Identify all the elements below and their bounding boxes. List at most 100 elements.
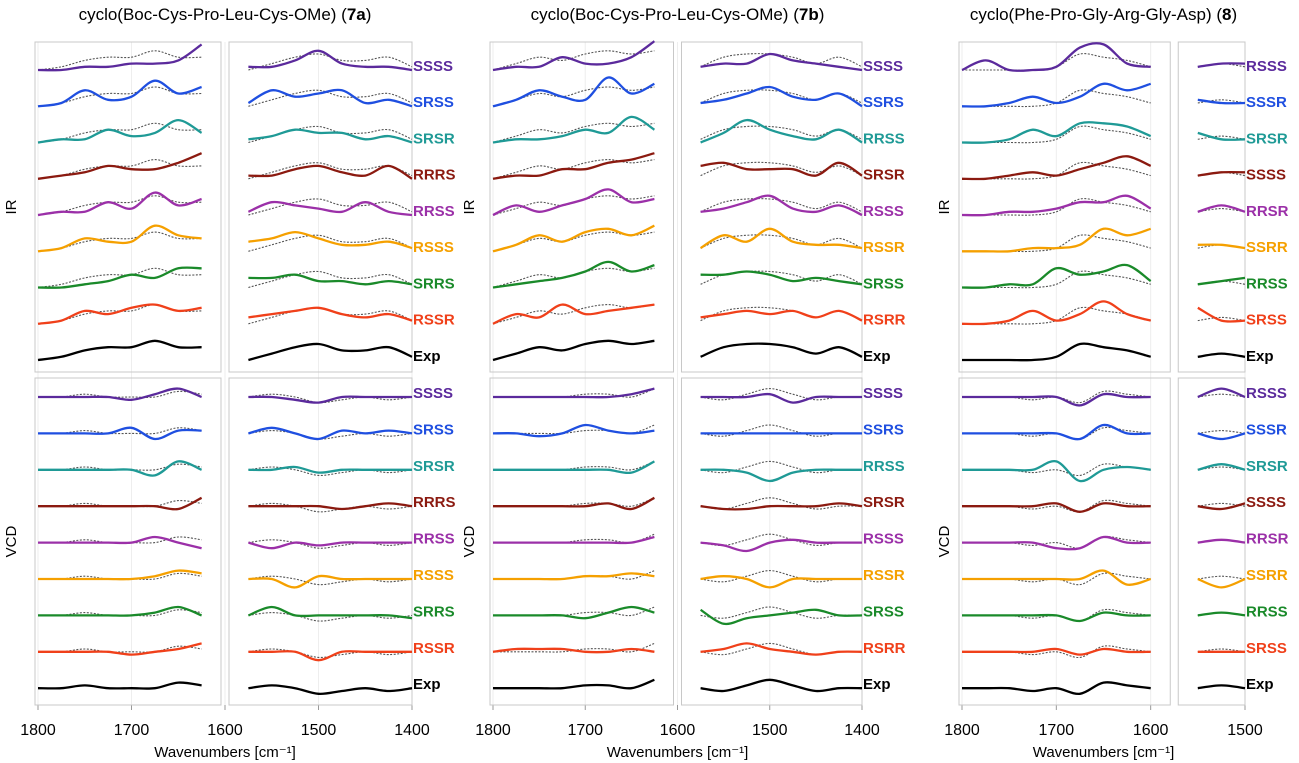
x-axis-title: Wavenumbers [cm⁻¹]: [1033, 744, 1175, 761]
row-label: SSSS: [863, 58, 903, 75]
x-tick-label: 1500: [752, 722, 788, 739]
panel-label: VCD: [936, 525, 953, 557]
calc-spectrum: [493, 387, 862, 404]
calc-spectrum: [492, 76, 863, 108]
row-label: RSSR: [863, 239, 905, 256]
frame: [489, 377, 674, 706]
row-label: SRSR: [1246, 458, 1288, 475]
title-end: ): [819, 5, 825, 24]
calc-spectrum: [961, 227, 1246, 253]
row-label: RRSS: [1246, 275, 1288, 292]
title-end: ): [366, 5, 372, 24]
calc-spectrum: [37, 43, 413, 72]
panel-label: VCD: [461, 525, 478, 557]
title-text: cyclo(Boc-Cys-Pro-Leu-Cys-OMe) (: [79, 5, 348, 24]
row-label: SRSS: [863, 275, 904, 292]
calc-spectrum: [492, 260, 863, 289]
calc-spectrum: [492, 535, 862, 553]
row-label: Exp: [413, 676, 441, 693]
calc-spectrum: [37, 224, 413, 253]
x-tick-label: 1700: [114, 722, 150, 739]
calc-spectrum: [962, 502, 1246, 513]
x-tick-label: 1800: [944, 722, 980, 739]
frame: [228, 41, 413, 373]
row-label: SSSR: [1246, 94, 1287, 111]
exp-overlay: [492, 267, 863, 289]
x-tick-label: 1800: [475, 722, 511, 739]
row-label: SRSR: [863, 494, 905, 511]
calc-spectrum: [962, 423, 1246, 441]
row-label: SRSS: [413, 94, 454, 111]
title-text: cyclo(Boc-Cys-Pro-Leu-Cys-OMe) (: [531, 5, 800, 24]
calc-spectrum: [492, 605, 863, 626]
row-label: SRSR: [863, 167, 905, 184]
title-id: 7a: [347, 5, 366, 24]
calc-spectrum: [37, 191, 413, 217]
exp-spectrum: [493, 678, 863, 693]
exp-spectrum: [37, 681, 413, 696]
frame: [958, 41, 1171, 373]
calc-spectrum: [961, 263, 1246, 289]
calc-spectrum: [492, 642, 863, 656]
calc-spectrum: [37, 605, 413, 620]
row-label: RRRS: [413, 167, 456, 184]
title-text: cyclo(Phe-Pro-Gly-Arg-Gly-Asp) (: [970, 5, 1223, 24]
row-label: SSRR: [1246, 239, 1288, 256]
frame: [34, 377, 222, 706]
x-axis-title: Wavenumbers [cm⁻¹]: [154, 744, 296, 761]
calc-spectrum: [492, 423, 862, 438]
frame: [958, 377, 1171, 706]
row-label: Exp: [1246, 348, 1274, 365]
row-label: RSSS: [413, 567, 454, 584]
row-label: RSRR: [863, 312, 906, 329]
row-label: SRSS: [413, 421, 454, 438]
calc-spectrum: [38, 496, 413, 511]
calc-spectrum: [37, 535, 412, 550]
exp-spectrum: [962, 681, 1246, 695]
calc-spectrum: [37, 303, 413, 325]
row-label: SSRS: [863, 421, 904, 438]
row-label: RRSS: [1246, 603, 1288, 620]
row-label: RRSS: [863, 458, 905, 475]
panel-label: IR: [936, 199, 953, 214]
row-label: RRSR: [1246, 531, 1289, 548]
row-label: SSSS: [863, 385, 903, 402]
row-label: SRSS: [863, 603, 904, 620]
panel-label: IR: [461, 199, 478, 214]
row-label: RRSS: [413, 531, 455, 548]
calc-spectrum: [961, 155, 1246, 181]
title-end: ): [1232, 5, 1238, 24]
x-tick-label: 1700: [1039, 722, 1075, 739]
calc-spectrum: [37, 152, 413, 180]
row-label: SSRS: [863, 94, 904, 111]
x-tick-label: 1500: [301, 722, 337, 739]
x-tick-label: 1400: [844, 722, 880, 739]
calc-spectrum: [38, 642, 412, 662]
calc-spectrum: [37, 118, 413, 144]
row-label: RRRS: [413, 494, 456, 511]
row-label: Exp: [1246, 676, 1274, 693]
panel-label: IR: [3, 199, 20, 214]
row-label: SSSS: [413, 58, 453, 75]
calc-spectrum: [962, 569, 1246, 589]
panel-label: VCD: [3, 525, 20, 557]
frame: [681, 41, 863, 373]
row-label: RRSS: [413, 203, 455, 220]
calc-spectrum: [961, 82, 1246, 108]
calc-spectrum: [961, 194, 1246, 217]
row-label: RSSS: [413, 239, 454, 256]
x-tick-label: 1600: [207, 722, 243, 739]
exp-spectrum: [37, 339, 413, 362]
row-label: RRSR: [1246, 203, 1289, 220]
calc-spectrum: [962, 460, 1246, 483]
calc-spectrum: [961, 300, 1246, 326]
row-label: SRRS: [413, 275, 455, 292]
row-label: SRSS: [1246, 312, 1287, 329]
x-tick-label: 1800: [20, 722, 56, 739]
row-label: Exp: [863, 348, 891, 365]
row-label: RSSR: [413, 640, 455, 657]
calc-spectrum: [961, 611, 1246, 623]
row-label: RSSS: [1246, 58, 1287, 75]
